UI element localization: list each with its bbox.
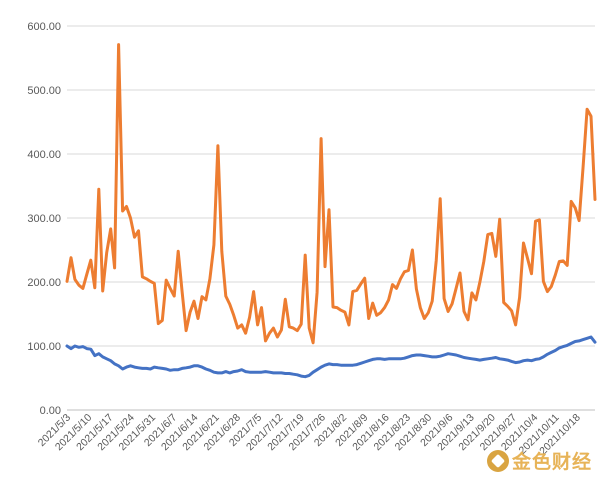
series-line-2 [65,335,597,379]
y-tick-label: 300.00 [27,213,61,225]
y-tick-label: 400.00 [27,149,61,161]
y-tick-label: 0.00 [40,405,61,417]
y-axis-ticks: 0.00 100.00 200.00 300.00 400.00 500.00 600.00 [27,21,61,417]
watermark: 金色财经 [486,447,592,474]
y-tick-label: 100.00 [27,341,61,353]
series-line-1 [65,43,597,345]
series-lines [65,43,597,379]
y-tick-label: 600.00 [27,21,61,33]
y-tick-label: 200.00 [27,277,61,289]
gridlines [67,25,595,411]
y-tick-label: 500.00 [27,85,61,97]
watermark-logo-icon [486,449,509,472]
watermark-text: 金色财经 [511,452,592,473]
